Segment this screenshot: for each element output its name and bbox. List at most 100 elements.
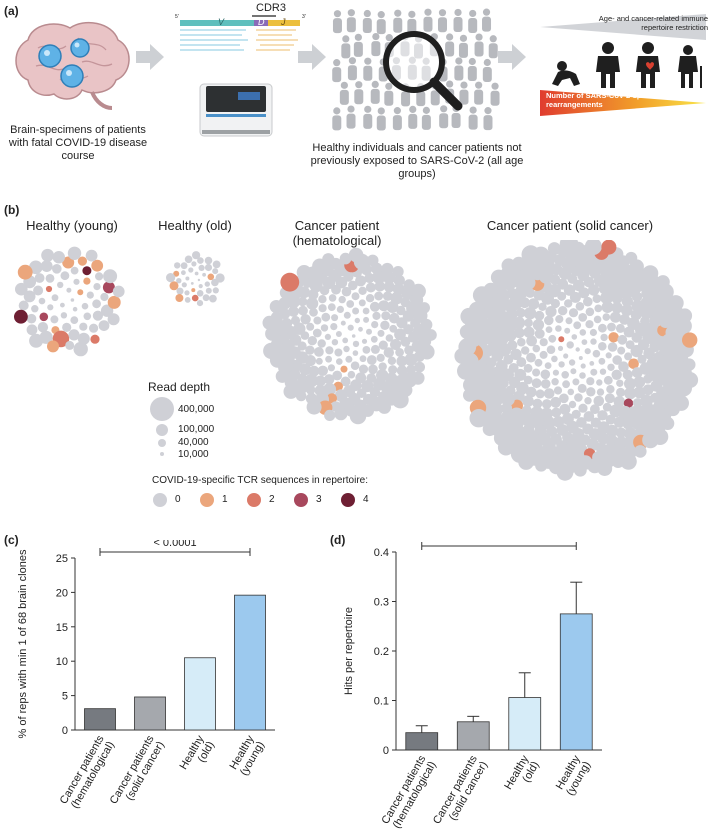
clone-bubble	[107, 313, 120, 326]
clone-bubble	[584, 397, 592, 405]
clone-bubble	[351, 292, 360, 301]
clone-bubble	[524, 318, 533, 328]
clone-bubble	[73, 278, 80, 285]
person-icon	[393, 17, 403, 33]
clone-bubble	[607, 322, 616, 332]
clone-bubble	[570, 368, 577, 375]
clone-bubble	[82, 266, 92, 276]
clone-bubble	[309, 307, 318, 317]
cluster-cancer-hematological	[262, 247, 437, 425]
clone-bubble	[324, 374, 335, 385]
y-tick-label: 0.2	[374, 646, 389, 658]
clone-bubble	[363, 316, 370, 323]
tcr-sequence-diagram	[180, 15, 300, 51]
clone-bubble	[598, 357, 606, 365]
clone-bubble	[600, 333, 608, 342]
person-icon	[348, 57, 357, 65]
person-icon	[362, 18, 372, 34]
clone-bubble	[531, 378, 542, 389]
clone-bubble	[559, 403, 571, 415]
clone-bubble	[558, 361, 565, 368]
clone-bubble	[368, 364, 378, 375]
clone-bubble	[336, 305, 344, 313]
x-tick-label: Cancer patients(solid cancer)	[108, 733, 168, 812]
clone-bubble	[86, 291, 94, 299]
bar	[184, 657, 216, 731]
clone-bubble	[331, 314, 339, 322]
clone-bubble	[327, 364, 335, 372]
clone-bubble	[314, 347, 324, 357]
clone-bubble	[318, 304, 327, 313]
clone-bubble	[331, 339, 339, 346]
clone-bubble	[523, 375, 533, 385]
clone-bubble	[349, 407, 367, 425]
chart-d: 0 0.1 0.2 0.3 0.4 Hits per repertoire Cancer p…	[343, 540, 602, 831]
cdr3-label: CDR3	[256, 2, 286, 14]
x-tick-label: Healthy(old)	[502, 753, 542, 798]
crowd-illustration	[332, 8, 500, 131]
clone-bubble	[607, 363, 615, 371]
person-icon	[482, 8, 491, 16]
significance-label: < 0.0001	[153, 540, 196, 549]
clone-bubble	[191, 294, 199, 302]
clone-bubble	[70, 266, 79, 275]
clone-bubble	[538, 302, 547, 311]
clone-bubble	[565, 317, 573, 325]
person-icon	[377, 11, 385, 19]
clone-bubble	[280, 272, 300, 292]
person-icon	[483, 58, 491, 67]
clone-bubble	[516, 307, 526, 318]
clone-bubble	[604, 393, 615, 404]
clone-bubble	[650, 304, 665, 319]
clone-bubble	[558, 336, 565, 343]
clone-bubble	[561, 371, 569, 379]
clone-bubble	[359, 355, 367, 363]
clone-bubble	[633, 376, 646, 388]
clone-bubble	[192, 251, 201, 260]
clone-bubble	[510, 348, 522, 360]
person-icon	[384, 90, 394, 106]
clone-bubble	[624, 377, 636, 390]
clone-bubble	[26, 324, 38, 336]
clone-bubble	[205, 287, 212, 294]
clone-bubble	[584, 240, 602, 255]
read-depth-legend	[150, 397, 174, 456]
clone-bubble	[523, 363, 533, 373]
person-icon	[446, 80, 454, 88]
clone-bubble	[173, 270, 180, 277]
clone-bubble	[603, 375, 613, 385]
clone-bubble	[34, 273, 45, 283]
person-icon	[339, 89, 349, 105]
clone-bubble	[198, 284, 203, 289]
clone-bubble	[300, 314, 311, 325]
hits-legend-title: COVID-19-specific TCR sequences in reper…	[152, 475, 369, 486]
clone-bubble	[501, 258, 516, 273]
clone-bubble	[307, 336, 317, 346]
clone-bubble	[523, 307, 537, 320]
clone-bubble	[677, 308, 693, 323]
clone-bubble	[637, 354, 647, 364]
clone-bubble	[550, 396, 562, 408]
sequencer-illustration	[199, 83, 273, 137]
clone-bubble	[196, 300, 204, 307]
bar	[456, 721, 490, 751]
clone-bubble	[555, 315, 564, 324]
clone-bubble	[535, 389, 545, 399]
clone-bubble	[369, 386, 381, 398]
clone-bubble	[112, 285, 125, 298]
clone-bubble	[454, 348, 471, 364]
person-icon	[467, 65, 477, 81]
clone-bubble	[406, 364, 416, 375]
clone-bubble	[45, 274, 55, 283]
clone-bubble	[410, 283, 426, 299]
group-title-healthy-young: Healthy (young)	[26, 218, 118, 233]
person-icon	[483, 115, 493, 131]
person-icon	[469, 9, 477, 18]
clone-bubble	[324, 333, 331, 340]
clone-bubble	[306, 297, 319, 310]
clone-bubble	[215, 273, 225, 283]
clone-bubble	[328, 294, 337, 302]
person-icon	[459, 34, 468, 42]
clone-bubble	[605, 352, 612, 359]
clone-bubble	[525, 288, 535, 298]
